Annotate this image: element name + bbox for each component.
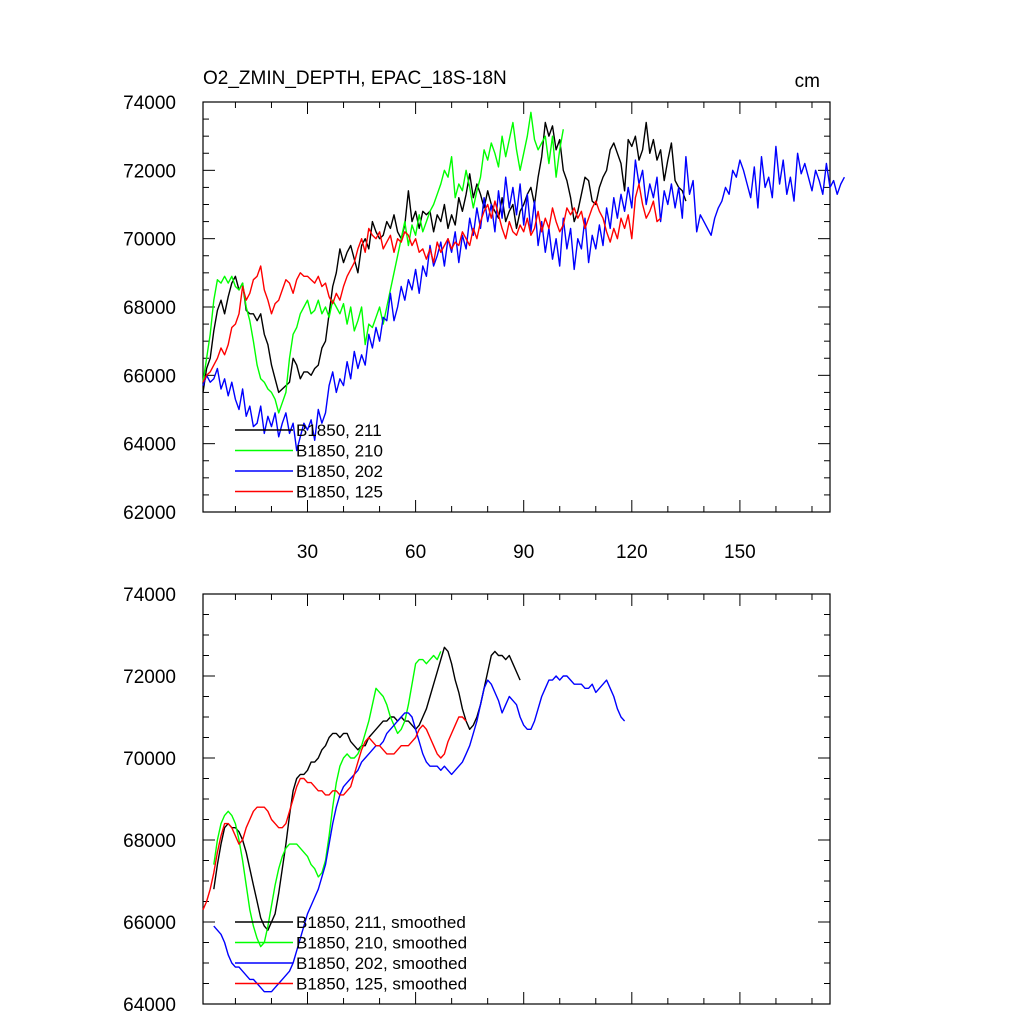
bottom-chart-panel: 64000 66000 68000 70000 72000 74000 B1850, 211… <box>123 585 831 1016</box>
bottom-legend-label: B1850, 210, smoothed <box>296 934 467 953</box>
top-x-tick-label: 120 <box>616 542 648 563</box>
top-chart-panel: 62000 64000 66000 68000 70000 72000 74000 30 60 9… <box>123 93 846 563</box>
top-x-tick-label: 150 <box>724 542 756 563</box>
top-series-line-4 <box>202 183 662 383</box>
top-x-tick-label: 90 <box>513 542 534 563</box>
bottom-series-line-3 <box>213 675 626 993</box>
bottom-series-line-4 <box>202 716 467 910</box>
top-series-line-2 <box>202 111 564 414</box>
top-x-tick-label: 60 <box>405 542 426 563</box>
bottom-y-tick-label: 74000 <box>123 585 176 606</box>
bottom-legend-label: B1850, 202, smoothed <box>296 954 467 973</box>
top-y-tick-label: 72000 <box>123 161 176 182</box>
top-y-tick-label: 64000 <box>123 435 176 456</box>
top-y-tick-label: 68000 <box>123 298 176 319</box>
bottom-y-tick-label: 72000 <box>123 667 176 688</box>
top-y-tick-label: 62000 <box>123 503 176 524</box>
bottom-series-line-1 <box>213 646 521 931</box>
bottom-y-tick-label: 66000 <box>123 913 176 934</box>
top-legend-label: B1850, 210 <box>296 442 383 461</box>
bottom-y-tick-label: 64000 <box>123 995 176 1016</box>
bottom-y-tick-label: 68000 <box>123 831 176 852</box>
top-x-tick-label: 30 <box>297 542 318 563</box>
top-chart-units: cm <box>795 71 820 92</box>
bottom-series-line-2 <box>213 651 442 948</box>
top-series-line-1 <box>202 121 687 394</box>
top-y-tick-label: 74000 <box>123 93 176 114</box>
top-legend-label: B1850, 125 <box>296 483 383 502</box>
bottom-legend-label: B1850, 211, smoothed <box>296 913 466 932</box>
top-legend-label: B1850, 211 <box>296 421 382 440</box>
top-chart-title: O2_ZMIN_DEPTH, EPAC_18S-18N <box>203 68 507 89</box>
top-y-tick-label: 70000 <box>123 230 176 251</box>
bottom-y-tick-label: 70000 <box>123 749 176 770</box>
bottom-legend-label: B1850, 125, smoothed <box>296 975 467 994</box>
top-y-tick-label: 66000 <box>123 366 176 387</box>
top-series-line-3 <box>202 145 846 452</box>
top-legend-label: B1850, 202 <box>296 462 383 481</box>
